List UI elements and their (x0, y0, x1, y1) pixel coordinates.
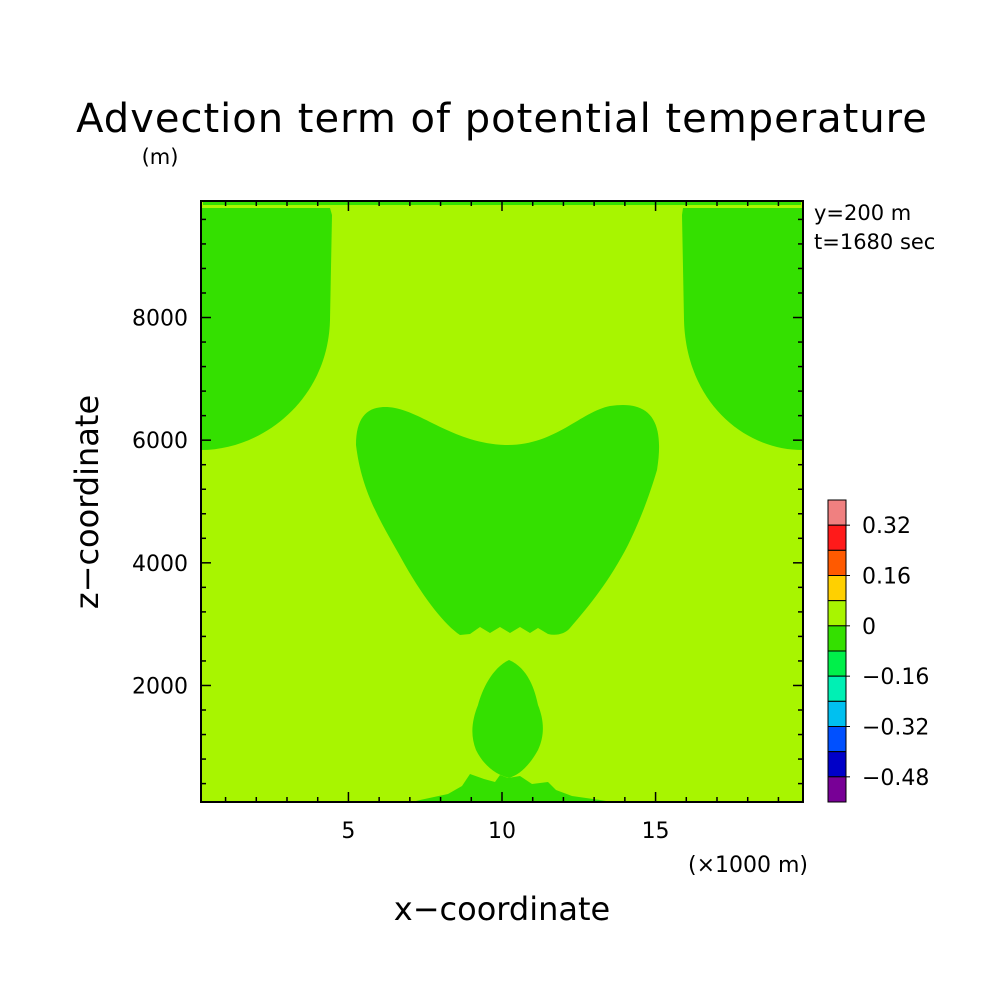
colorbar-swatch (827, 549, 847, 576)
y-tick-label: 6000 (132, 429, 188, 454)
colorbar-swatch (827, 675, 847, 702)
chart-title: Advection term of potential temperature (76, 96, 928, 142)
colorbar-swatch (827, 575, 847, 602)
contour-region-lower-cell (472, 660, 543, 778)
colorbar-label: 0.16 (862, 565, 911, 590)
x-axis-label: x−coordinate (394, 890, 610, 928)
annotation-y: y=200 m (814, 201, 911, 225)
y-tick-labels: 2000 4000 6000 8000 (132, 307, 188, 700)
contour-region-central-cell (356, 404, 660, 635)
colorbar-swatch (827, 751, 847, 778)
axis-ticks (201, 201, 803, 802)
y-tick-label: 4000 (132, 552, 188, 577)
colorbar-swatch (827, 726, 847, 753)
colorbar-swatch (827, 650, 847, 677)
y-axis-label: z−coordinate (68, 395, 106, 609)
x-tick-label: 15 (642, 819, 670, 844)
colorbar-label: −0.16 (862, 665, 929, 690)
x-tick-labels: 5 10 15 (341, 819, 669, 844)
colorbar-swatch (827, 625, 847, 652)
contour-region-surface-band (412, 774, 612, 802)
y-tick-label: 8000 (132, 307, 188, 332)
colorbar-labels: 0.32 0.16 0 −0.16 −0.32 −0.48 (862, 514, 929, 791)
field-units: (m) (142, 145, 179, 169)
colorbar-swatch (827, 776, 847, 803)
contour-region-upper-left (201, 208, 332, 450)
annotation-t: t=1680 sec (814, 230, 935, 254)
y-tick-label: 2000 (132, 674, 188, 699)
x-tick-label: 5 (341, 819, 355, 844)
colorbar (827, 499, 850, 803)
plot-area (200, 200, 804, 803)
colorbar-label: 0.32 (862, 514, 911, 539)
x-unit-label: (×1000 m) (688, 853, 808, 878)
colorbar-label: −0.32 (862, 716, 929, 741)
contour-region-upper-right (682, 208, 803, 450)
colorbar-label: 0 (862, 615, 876, 640)
colorbar-swatch (827, 524, 847, 551)
colorbar-swatch (827, 700, 847, 727)
colorbar-swatch (827, 499, 847, 526)
x-tick-label: 10 (488, 819, 516, 844)
colorbar-label: −0.48 (862, 766, 929, 791)
colorbar-swatch (827, 600, 847, 627)
